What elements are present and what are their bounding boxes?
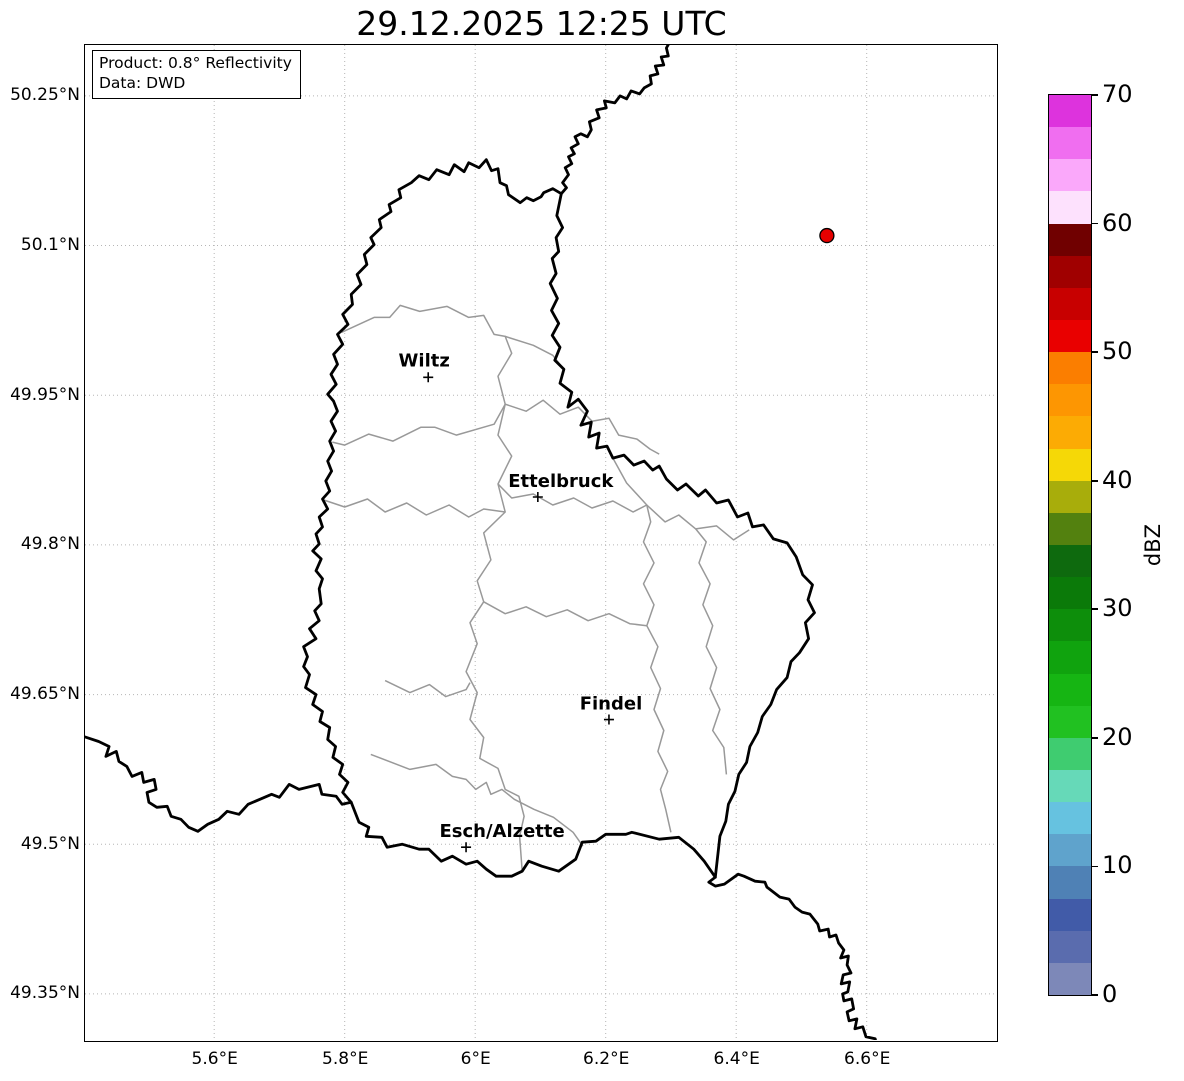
colorbar-tick: [1092, 608, 1098, 611]
colorbar-segment: [1049, 191, 1091, 224]
colorbar-segment: [1049, 448, 1091, 481]
colorbar-segment: [1049, 866, 1091, 899]
y-tick-label: 50.1°N: [20, 235, 80, 256]
colorbar-tick: [1092, 351, 1098, 353]
country-border-path: [85, 735, 353, 833]
y-tick-label: 49.65°N: [10, 684, 80, 705]
product-info-box: Product: 0.8° Reflectivity Data: DWD: [92, 50, 301, 99]
colorbar-segment: [1049, 769, 1091, 803]
city-marker-icon: [461, 842, 472, 853]
y-tick-label: 49.35°N: [10, 983, 80, 1004]
y-tick-label: 50.25°N: [10, 85, 80, 106]
canton-border-path: [497, 483, 750, 541]
canton-border-path: [504, 399, 660, 455]
canton-border-path: [370, 753, 584, 847]
canton-border-path: [612, 457, 648, 506]
product-info-line1: Product: 0.8° Reflectivity: [99, 54, 292, 72]
city-marker-icon: [423, 372, 434, 383]
canton-border-path: [332, 304, 513, 446]
colorbar-segment: [1049, 801, 1091, 835]
colorbar-segment: [1049, 673, 1091, 706]
y-tick-label: 49.5°N: [20, 833, 80, 854]
country-border-path: [302, 158, 816, 879]
colorbar-segment: [1049, 576, 1091, 610]
figure-title: 29.12.2025 12:25 UTC: [356, 4, 727, 43]
colorbar-segment: [1049, 351, 1091, 385]
colorbar-segment: [1049, 158, 1091, 192]
city-marker-icon: [603, 714, 614, 725]
colorbar-segment: [1049, 930, 1091, 963]
colorbar-tick: [1092, 479, 1098, 482]
x-tick-label: 6.2°E: [583, 1049, 630, 1069]
y-tick-label: 49.95°N: [10, 384, 80, 405]
colorbar-tick-label: 20: [1102, 722, 1133, 751]
colorbar-segment: [1049, 737, 1091, 770]
y-tick-label: 49.8°N: [20, 534, 80, 555]
colorbar-segment: [1049, 383, 1091, 417]
product-info-line2: Data: DWD: [99, 74, 186, 93]
x-tick-label: 6.4°E: [713, 1049, 760, 1069]
colorbar-segment: [1049, 962, 1091, 995]
colorbar-tick: [1092, 737, 1098, 739]
colorbar-axis-label: dBZ: [1141, 523, 1165, 567]
colorbar-segment: [1049, 833, 1091, 867]
colorbar-tick-label: 50: [1102, 337, 1133, 366]
colorbar-segment: [1049, 319, 1091, 353]
city-marker-icon: [532, 492, 543, 503]
canton-border-path: [483, 601, 647, 627]
x-tick-label: 5.6°E: [191, 1049, 238, 1069]
colorbar-segment: [1049, 416, 1091, 449]
city-label: Wiltz: [399, 350, 450, 371]
colorbar-segment: [1049, 608, 1091, 642]
colorbar-axis-label-wrap: dBZ: [1123, 500, 1183, 590]
canton-border-path: [465, 404, 525, 872]
canton-border-path: [384, 679, 471, 698]
colorbar-segment: [1049, 223, 1091, 256]
colorbar-tick: [1092, 94, 1098, 96]
country-border-path: [559, 45, 670, 196]
map-axes: Product: 0.8° Reflectivity Data: DWD Wil…: [84, 44, 998, 1042]
colorbar-segment: [1049, 255, 1091, 288]
colorbar-segment: [1049, 126, 1091, 160]
colorbar-tick-label: 60: [1102, 208, 1133, 237]
colorbar-tick-label: 0: [1102, 980, 1118, 1008]
colorbar-tick-label: 10: [1102, 851, 1133, 880]
x-tick-label: 6.6°E: [844, 1049, 891, 1069]
colorbar-segment: [1049, 94, 1091, 128]
colorbar-tick: [1092, 222, 1098, 225]
colorbar-segment: [1049, 480, 1091, 513]
x-tick-label: 6°E: [460, 1049, 491, 1069]
colorbar: [1048, 94, 1092, 996]
colorbar-tick: [1092, 994, 1098, 996]
colorbar-tick-label: 70: [1102, 80, 1133, 108]
country-border-path: [707, 872, 877, 1040]
map-canvas: Wiltz Ettelbruck Findel Esch/Alzette: [85, 45, 996, 1040]
colorbar-segment: [1049, 898, 1091, 931]
colorbar-segment: [1049, 705, 1091, 738]
colorbar-segment: [1049, 544, 1091, 578]
canton-border-path: [695, 528, 728, 775]
colorbar-tick-label: 40: [1102, 465, 1133, 494]
radar-observation-dot: [819, 227, 835, 244]
colorbar-segment: [1049, 512, 1091, 545]
city-label: Esch/Alzette: [439, 821, 564, 842]
colorbar-tick-label: 30: [1102, 594, 1133, 623]
colorbar-segment: [1049, 287, 1091, 320]
x-tick-label: 5.8°E: [322, 1049, 369, 1069]
canton-border-path: [323, 498, 506, 518]
colorbar-segment: [1049, 641, 1091, 674]
city-label: Findel: [580, 694, 643, 715]
canton-border-path: [642, 504, 672, 833]
colorbar-tick: [1092, 865, 1098, 868]
city-label: Ettelbruck: [508, 471, 614, 492]
